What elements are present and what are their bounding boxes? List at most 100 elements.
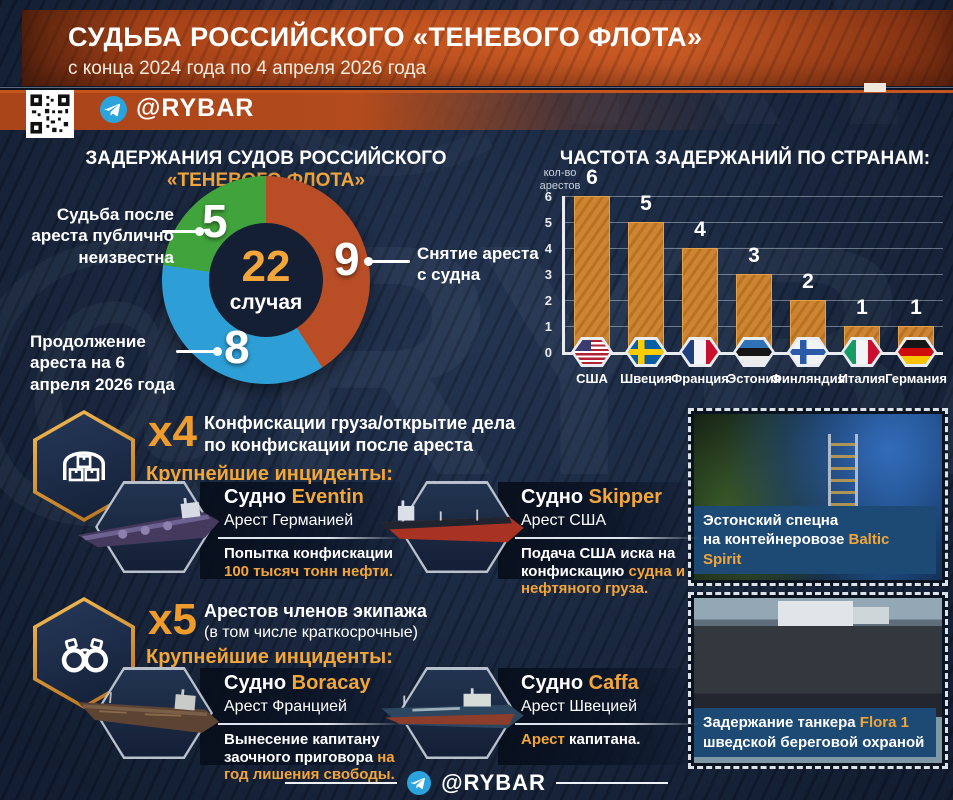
- section-confiscation-title: Конфискации груза/открытие дела по конфи…: [204, 413, 516, 455]
- flag-estonia-icon: [733, 337, 775, 367]
- header: СУДЬБА РОССИЙСКОГО «ТЕНЕВОГО ФЛОТА» с ко…: [22, 10, 953, 86]
- donut-total-value: 22: [241, 242, 291, 291]
- bar: [628, 222, 664, 352]
- bar-value: 2: [802, 270, 814, 293]
- photo-caption: Эстонский спецна на контейнеровозе Balti…: [694, 505, 936, 574]
- incident-boracay: Судно Boracay Арест Францией Вынесение к…: [218, 672, 402, 784]
- donut-total-label: случая: [229, 291, 303, 314]
- bar-estonia: 3 Эстония: [727, 196, 781, 386]
- bar-category: Эстония: [726, 371, 782, 386]
- bar: [682, 248, 718, 352]
- multiplier-crew-arrests: x5: [148, 595, 197, 644]
- bar-category: США: [576, 371, 608, 386]
- ship-name: Судно Eventin: [224, 486, 364, 508]
- flag-usa-icon: [571, 337, 613, 367]
- ship-image-boracay: [78, 689, 220, 734]
- handcuffs-icon: [61, 638, 109, 673]
- telegram-icon: [407, 770, 432, 795]
- divider: [515, 537, 699, 539]
- bar-germany: 1 Германия: [885, 196, 947, 386]
- photo-caption: Задержание танкера Flora 1 шведской бере…: [694, 708, 936, 757]
- qr-code-icon: [26, 90, 74, 138]
- y-tick: 0: [544, 345, 552, 360]
- incident-eventin: Судно Eventin Арест Германией Попытка ко…: [218, 486, 402, 580]
- gridline: [565, 248, 943, 249]
- arrest-country: Арест Швецией: [521, 698, 638, 715]
- ship-superstructure-detail: [778, 601, 853, 627]
- segment-value-orange: 9: [334, 233, 360, 285]
- y-tick: 5: [544, 215, 552, 230]
- incident-description: Арест капитана.: [521, 731, 641, 748]
- arrest-country: Арест Германией: [224, 512, 354, 529]
- photo-baltic-spirit: Эстонский спецна на контейнеровозе Balti…: [688, 408, 948, 586]
- y-tick: 3: [544, 267, 552, 282]
- bar-value: 1: [910, 296, 922, 319]
- bar-value: 6: [586, 166, 598, 189]
- photo-flora-1: Задержание танкера Flora 1 шведской бере…: [688, 592, 948, 769]
- segment-value-green: 5: [202, 195, 228, 247]
- section-confiscation-subheading: Крупнейшие инциденты:: [146, 463, 393, 485]
- header-divider-highlight: [0, 87, 953, 88]
- gridline: [565, 222, 943, 223]
- header-divider: [0, 86, 953, 90]
- segment-value-blue: 8: [224, 321, 250, 373]
- footer: @RYBAR: [0, 765, 953, 800]
- bar-value: 3: [748, 244, 760, 267]
- incident-description: Подача США иска на конфискацию судна и н…: [521, 545, 686, 598]
- flag-france-icon: [679, 337, 721, 367]
- footer-line: [285, 781, 398, 784]
- bar-usa: 6 США: [565, 166, 619, 386]
- bar-category: Франция: [671, 371, 729, 386]
- header-divider-dash: [864, 83, 886, 92]
- incident-panel: [498, 668, 688, 765]
- segment-label-green: Судьба после ареста публично неизвестна: [31, 205, 174, 267]
- donut-chart: 22 случая: [162, 176, 370, 384]
- telegram-icon: [100, 96, 127, 123]
- y-tick: 4: [544, 241, 552, 256]
- incident-caffa: Судно Caffa Арест Швецией Арест капитана…: [515, 673, 699, 749]
- bar-value: 1: [856, 296, 868, 319]
- footer-line: [555, 781, 668, 784]
- incident-panel: [498, 482, 688, 579]
- channel-handle: @RYBAR: [441, 769, 546, 795]
- y-tick: 2: [544, 293, 552, 308]
- channel-handle: @RYBAR: [136, 94, 255, 122]
- bar-value: 4: [694, 218, 706, 241]
- bar-chart-plot: 6 США 5 Швеция 4 Франция 3 Эст: [562, 166, 947, 386]
- section-crew-subheading: Крупнейшие инциденты:: [146, 646, 393, 668]
- leader-line: [162, 227, 204, 236]
- y-tick: 1: [544, 319, 552, 334]
- page-title: СУДЬБА РОССИЙСКОГО «ТЕНЕВОГО ФЛОТА»: [68, 22, 703, 52]
- segment-label-orange: Снятие ареста с судна: [417, 244, 539, 285]
- bar-category: Германия: [885, 371, 947, 386]
- bar-chart-title: ЧАСТОТА ЗАДЕРЖАНИЙ ПО СТРАНАМ:: [559, 148, 931, 169]
- flag-finland-icon: [787, 337, 829, 367]
- section-crew-title: Арестов членов экипажа (в том числе крат…: [204, 601, 427, 641]
- bar-category: Италия: [838, 371, 886, 386]
- leader-line: [364, 257, 410, 266]
- divider: [515, 723, 699, 725]
- ship-image-skipper: [381, 500, 524, 543]
- cargo-boxes-icon: [63, 451, 105, 482]
- donut-chart-title: ЗАДЕРЖАНИЯ СУДОВ РОССИЙСКОГО «ТЕНЕВОГО Ф…: [85, 148, 447, 191]
- multiplier-confiscations: x4: [148, 407, 197, 456]
- divider: [218, 537, 402, 539]
- bars: 6 США 5 Швеция 4 Франция 3 Эст: [565, 166, 947, 386]
- ship-name: Судно Boracay: [224, 672, 371, 694]
- bar-sweden: 5 Швеция: [619, 192, 673, 386]
- y-tick: 6: [544, 189, 552, 204]
- incident-panel: [200, 668, 400, 765]
- incident-description: Вынесение капитану заочного приговора на…: [224, 731, 395, 784]
- arrest-country: Арест США: [521, 512, 607, 529]
- bar-chart-ylabel: кол-во арестов: [539, 167, 581, 192]
- bar-value: 5: [640, 192, 652, 215]
- bar: [574, 196, 610, 352]
- bar-italy: 1 Италия: [835, 196, 889, 386]
- arrest-country: Арест Францией: [224, 698, 347, 715]
- incident-skipper: Судно Skipper Арест США Подача США иска …: [515, 487, 699, 598]
- gridline: [565, 196, 943, 197]
- segment-label-blue: Продолжение ареста на 6 апреля 2026 года: [30, 332, 175, 394]
- flag-germany-icon: [895, 337, 937, 367]
- channel-strip: [0, 90, 953, 130]
